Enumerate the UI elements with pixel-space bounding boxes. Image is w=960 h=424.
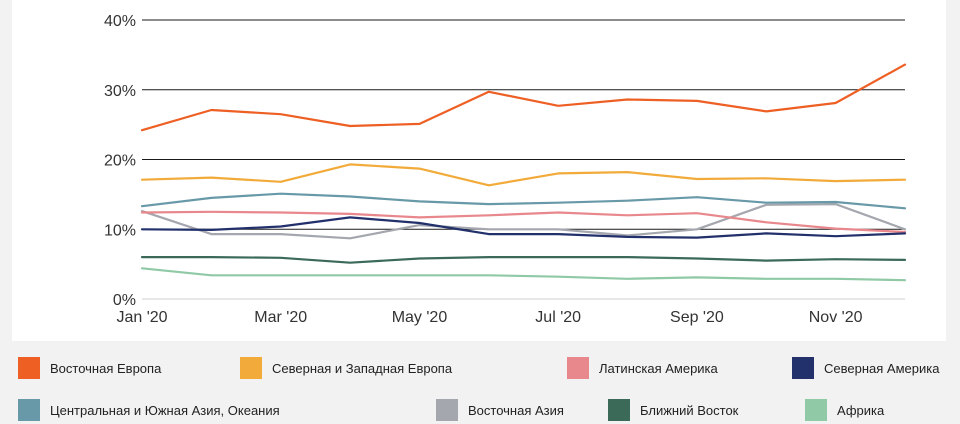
legend-swatch [608,399,630,421]
legend-label: Латинская Америка [599,360,718,376]
series-layer [140,63,907,282]
y-tick-label: 10% [104,222,136,239]
series-line [140,163,907,187]
y-tick-label: 40% [104,13,136,30]
legend-item-north-west-europe[interactable]: Северная и Западная Европа [240,356,452,380]
legend-item-east-asia[interactable]: Восточная Азия [436,398,564,422]
x-tick-label: Sep '20 [670,309,724,326]
legend-item-africa[interactable]: Африка [805,398,884,422]
legend-item-eastern-europe[interactable]: Восточная Европа [18,356,161,380]
x-tick-label: Nov '20 [809,309,863,326]
line-chart: 0% 10% 20% 30% 40% Jan '20 Mar '20 May '20 Jul … [104,13,907,326]
series-line [140,267,907,282]
x-tick-label: Jul '20 [535,309,581,326]
legend-label: Ближний Восток [640,402,739,418]
legend-label: Центральная и Южная Азия, Океания [50,402,280,418]
legend-item-central-south-asia-oceania[interactable]: Центральная и Южная Азия, Океания [18,398,280,422]
y-tick-label: 20% [104,153,136,170]
legend-label: Северная Америка [824,360,940,376]
legend-label: Восточная Европа [50,360,162,376]
legend: Восточная Европа Северная и Западная Евр… [0,341,960,424]
x-tick-label: Jan '20 [116,309,167,326]
series-line [140,192,907,210]
legend-swatch [240,357,262,379]
legend-swatch [792,357,814,379]
grid-layer [142,19,905,300]
legend-item-north-america[interactable]: Северная Америка [792,356,939,380]
x-tick-label: Mar '20 [254,309,307,326]
legend-label: Северная и Западная Европа [272,360,453,376]
x-axis: Jan '20 Mar '20 May '20 Jul '20 Sep '20 Nov '… [116,309,862,326]
legend-swatch [18,399,40,421]
legend-item-latin-america[interactable]: Латинская Америка [567,356,718,380]
series-line [140,256,907,264]
legend-swatch [805,399,827,421]
legend-item-middle-east[interactable]: Ближний Восток [608,398,738,422]
series-line [140,216,907,239]
y-tick-label: 0% [113,292,136,309]
legend-swatch [567,357,589,379]
legend-swatch [436,399,458,421]
y-tick-label: 30% [104,83,136,100]
legend-label: Восточная Азия [468,402,564,418]
chart-panel: 0% 10% 20% 30% 40% Jan '20 Mar '20 May '20 Jul … [12,0,946,341]
series-line [140,210,907,234]
x-tick-label: May '20 [392,309,448,326]
legend-label: Африка [837,402,885,418]
series-line [140,203,907,240]
legend-swatch [18,357,40,379]
y-axis: 0% 10% 20% 30% 40% [104,13,136,309]
series-line [140,63,907,132]
